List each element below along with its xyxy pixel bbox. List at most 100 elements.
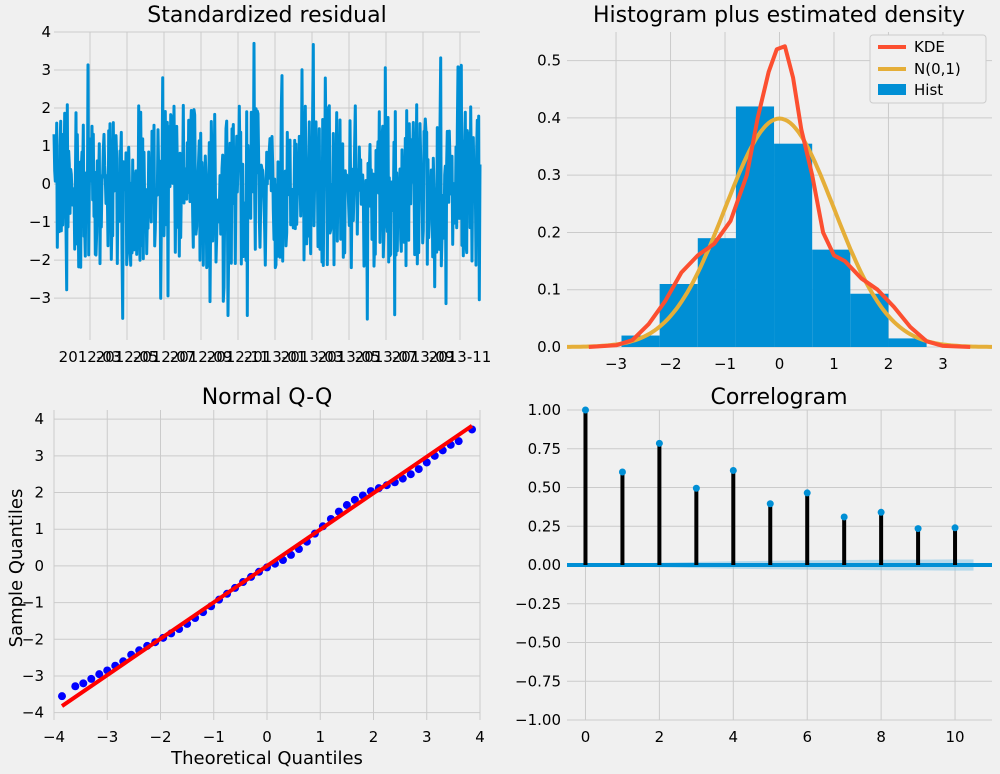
residual-x-ticks: 2012-032012-052012-072012-092012-112013-… — [59, 348, 492, 366]
acf-marker — [840, 513, 848, 521]
residual-y-tick-label: 4 — [41, 23, 51, 41]
correlogram-grid — [567, 409, 992, 721]
qq-title: Normal Q-Q — [202, 385, 333, 410]
correlogram-y-tick-label: −0.25 — [515, 595, 561, 613]
histogram-x-tick-label: −1 — [714, 355, 736, 373]
acf-marker — [581, 406, 589, 414]
residual-y-tick-label: 0 — [41, 175, 51, 193]
qq-point — [454, 437, 463, 446]
qq-point — [57, 692, 66, 701]
qq-y-tick-label: 0 — [34, 557, 44, 575]
qq-grid — [53, 410, 481, 720]
histogram-bar — [697, 238, 736, 347]
histogram-bar — [621, 335, 660, 347]
qq-y-axis-label: Sample Quantiles — [6, 489, 27, 648]
residual-y-tick-label: −2 — [29, 251, 51, 269]
histogram-bar — [812, 249, 851, 347]
qq-x-tick-label: 0 — [262, 728, 272, 746]
histogram-x-tick-label: 1 — [829, 355, 839, 373]
qq-panel: −4 −3 −2 −1 0 1 2 3 4 −4 −3 −2 −1 0 1 2 3 4 Normal Q-Q T… — [6, 385, 485, 769]
histogram-y-tick-label: 0.1 — [537, 281, 561, 299]
correlogram-x-tick-label: 8 — [876, 728, 886, 746]
correlogram-title: Correlogram — [710, 385, 847, 410]
acf-marker — [766, 500, 774, 508]
acf-marker — [877, 508, 885, 516]
histogram-panel: 0.0 0.1 0.2 0.3 0.4 0.5 −3 −2 −1 0 1 2 3 Histogram … — [537, 3, 992, 373]
histogram-bar — [888, 338, 927, 347]
correlogram-y-tick-label: 0.25 — [528, 517, 561, 535]
qq-y-tick-label: −1 — [22, 594, 44, 612]
qq-y-tick-label: 3 — [34, 447, 44, 465]
residual-y-tick-label: 1 — [41, 137, 51, 155]
histogram-bar — [735, 106, 775, 347]
qq-y-tick-label: −2 — [22, 630, 44, 648]
histogram-y-ticks: 0.0 0.1 0.2 0.3 0.4 0.5 — [537, 52, 561, 356]
qq-point — [350, 495, 359, 504]
histogram-x-tick-label: −2 — [659, 355, 681, 373]
correlogram-x-tick-label: 0 — [581, 728, 591, 746]
qq-x-tick-label: −4 — [43, 728, 65, 746]
correlogram-y-tick-label: −0.75 — [515, 672, 561, 690]
histogram-x-tick-label: 3 — [938, 355, 948, 373]
correlogram-x-tick-label: 10 — [945, 728, 964, 746]
histogram-y-tick-label: 0.5 — [537, 52, 561, 70]
correlogram-y-tick-label: 0.75 — [528, 440, 561, 458]
residual-x-tick-label: 2012-05 — [96, 348, 159, 366]
acf-marker — [618, 468, 626, 476]
correlogram-y-ticks: −1.00 −0.75 −0.50 −0.25 0.00 0.25 0.50 0.75 1.00 — [515, 401, 561, 729]
qq-x-tick-label: 1 — [315, 728, 325, 746]
residual-y-ticks: −3 −2 −1 0 1 2 3 4 — [29, 23, 51, 307]
qq-x-tick-label: 2 — [369, 728, 379, 746]
qq-point — [342, 501, 351, 510]
qq-x-tick-label: −1 — [203, 728, 225, 746]
histogram-bar — [850, 293, 889, 347]
acf-marker — [951, 524, 959, 532]
qq-point — [71, 682, 80, 691]
residual-x-tick-label: 2013-09 — [392, 348, 455, 366]
qq-point — [79, 679, 88, 688]
qq-y-tick-label: 4 — [34, 410, 44, 428]
correlogram-x-tick-label: 4 — [729, 728, 739, 746]
qq-y-tick-label: 2 — [34, 484, 44, 502]
qq-point — [406, 470, 415, 479]
qq-point — [414, 465, 423, 474]
residual-panel: −3 −2 −1 0 1 2 3 4 2012-032012-052012-072012-09… — [29, 3, 491, 366]
residual-series — [52, 41, 482, 321]
acf-marker — [803, 489, 811, 497]
qq-x-tick-label: 3 — [422, 728, 432, 746]
histogram-y-tick-label: 0.0 — [537, 338, 561, 356]
residual-y-tick-label: 3 — [41, 61, 51, 79]
qq-reference-line — [60, 424, 474, 708]
histogram-bar — [659, 284, 698, 347]
histogram-y-tick-label: 0.3 — [537, 166, 561, 184]
legend-hist-label: Hist — [914, 81, 943, 99]
qq-x-axis-label: Theoretical Quantiles — [170, 748, 363, 769]
histogram-x-ticks: −3 −2 −1 0 1 2 3 — [605, 355, 948, 373]
residual-y-tick-label: −1 — [29, 213, 51, 231]
legend-kde-label: KDE — [914, 38, 945, 56]
qq-x-tick-label: −2 — [149, 728, 171, 746]
correlogram-y-tick-label: 0.50 — [528, 479, 561, 497]
correlogram-marks — [567, 406, 992, 571]
correlogram-x-tick-label: 2 — [655, 728, 665, 746]
residual-title: Standardized residual — [147, 3, 386, 28]
residual-y-tick-label: −3 — [29, 289, 51, 307]
acf-marker — [914, 525, 922, 533]
histogram-x-tick-label: 0 — [775, 355, 785, 373]
acf-marker — [729, 466, 737, 474]
residual-x-tick-label: 2012-09 — [170, 348, 233, 366]
correlogram-y-tick-label: 0.00 — [528, 556, 561, 574]
qq-point — [87, 674, 96, 683]
correlogram-y-tick-label: −1.00 — [515, 711, 561, 729]
qq-point — [95, 670, 104, 679]
histogram-legend: KDE N(0,1) Hist — [869, 34, 987, 104]
qq-y-tick-label: 1 — [34, 520, 44, 538]
residual-x-tick-label: 2012-07 — [133, 348, 196, 366]
residual-x-tick-label: 2013-03 — [281, 348, 344, 366]
histogram-bar — [774, 143, 813, 347]
qq-x-ticks: −4 −3 −2 −1 0 1 2 3 4 — [43, 728, 485, 746]
qq-y-tick-label: −3 — [22, 667, 44, 685]
residual-x-tick-label: 2012-03 — [59, 348, 122, 366]
correlogram-x-tick-label: 6 — [802, 728, 812, 746]
legend-hist-swatch — [878, 84, 906, 95]
